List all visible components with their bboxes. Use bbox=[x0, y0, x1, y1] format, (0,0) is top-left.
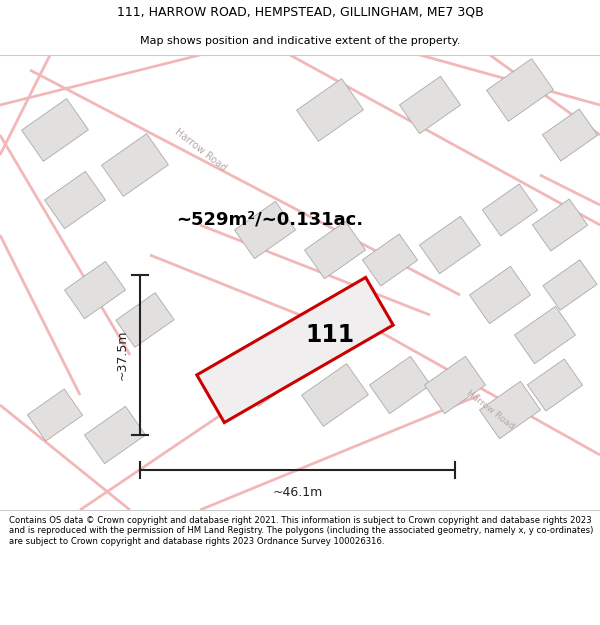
Polygon shape bbox=[296, 79, 364, 141]
Polygon shape bbox=[487, 59, 553, 121]
Text: ~46.1m: ~46.1m bbox=[272, 486, 323, 499]
Polygon shape bbox=[101, 134, 169, 196]
Polygon shape bbox=[44, 171, 106, 229]
Text: 111, HARROW ROAD, HEMPSTEAD, GILLINGHAM, ME7 3QB: 111, HARROW ROAD, HEMPSTEAD, GILLINGHAM,… bbox=[116, 6, 484, 19]
Polygon shape bbox=[235, 201, 296, 259]
Text: Harrow Road: Harrow Road bbox=[172, 127, 228, 173]
Polygon shape bbox=[514, 306, 575, 364]
Polygon shape bbox=[236, 344, 304, 406]
Text: Harrow Road: Harrow Road bbox=[464, 389, 515, 431]
Polygon shape bbox=[482, 184, 538, 236]
Polygon shape bbox=[543, 260, 597, 310]
Text: Contains OS data © Crown copyright and database right 2021. This information is : Contains OS data © Crown copyright and d… bbox=[9, 516, 593, 546]
Polygon shape bbox=[362, 234, 418, 286]
Text: Harrow
Road: Harrow Road bbox=[352, 293, 388, 327]
Polygon shape bbox=[370, 356, 431, 414]
Polygon shape bbox=[479, 381, 541, 439]
Polygon shape bbox=[469, 266, 530, 324]
Polygon shape bbox=[64, 261, 125, 319]
Polygon shape bbox=[532, 199, 587, 251]
Polygon shape bbox=[116, 292, 174, 348]
Text: ~37.5m: ~37.5m bbox=[115, 330, 128, 380]
Text: Map shows position and indicative extent of the property.: Map shows position and indicative extent… bbox=[140, 36, 460, 46]
Polygon shape bbox=[527, 359, 583, 411]
Text: 111: 111 bbox=[305, 323, 355, 347]
Polygon shape bbox=[542, 109, 598, 161]
Polygon shape bbox=[304, 221, 365, 279]
Polygon shape bbox=[197, 278, 393, 422]
Polygon shape bbox=[22, 99, 88, 161]
Polygon shape bbox=[419, 216, 481, 274]
Text: ~529m²/~0.131ac.: ~529m²/~0.131ac. bbox=[176, 211, 364, 229]
Polygon shape bbox=[302, 364, 368, 426]
Polygon shape bbox=[85, 406, 146, 464]
Polygon shape bbox=[424, 356, 485, 414]
Polygon shape bbox=[28, 389, 83, 441]
Polygon shape bbox=[400, 76, 461, 134]
